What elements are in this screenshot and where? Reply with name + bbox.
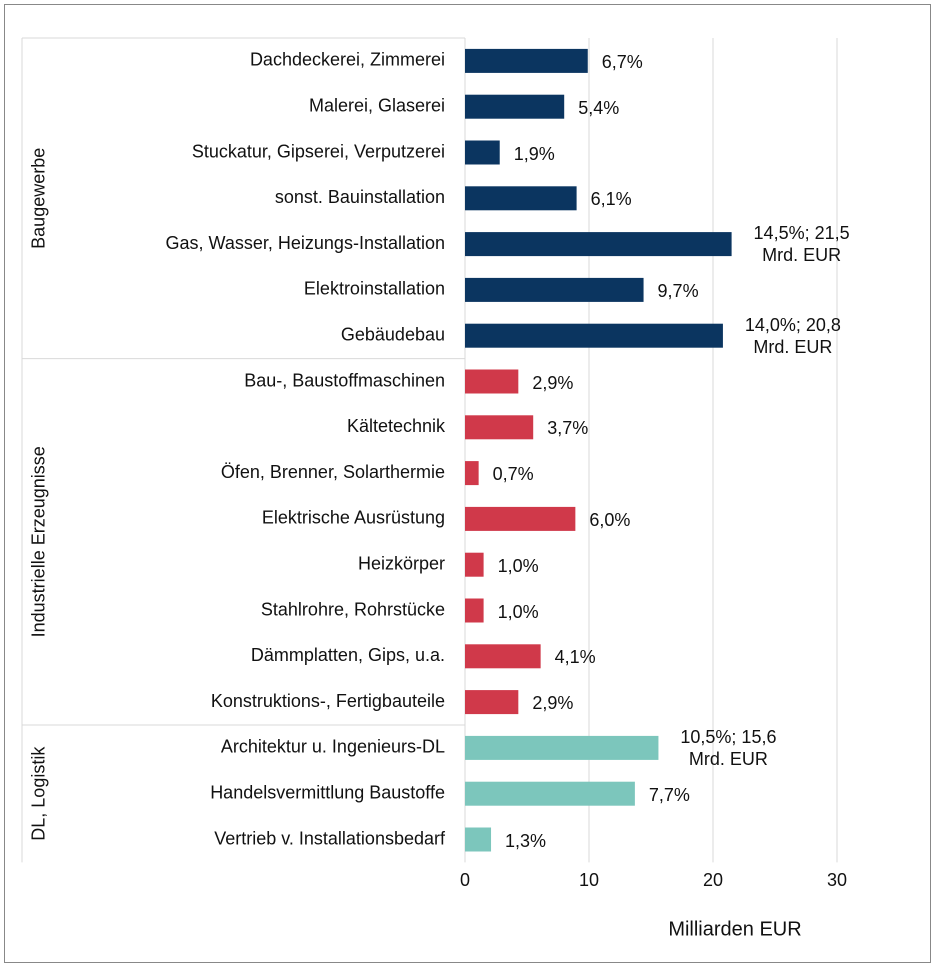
bar [465, 415, 534, 440]
bar [465, 277, 644, 302]
value-label: 4,1% [554, 647, 596, 668]
value-label: 2,9% [532, 693, 574, 714]
category-label: Kältetechnik [347, 416, 446, 436]
value-label: 6,0% [589, 509, 631, 530]
category-label: sonst. Bauinstallation [275, 187, 445, 207]
category-label: Gas, Wasser, Heizungs-Installation [166, 233, 445, 253]
value-label: 10,5%; 15,6 Mrd. EUR [680, 726, 777, 769]
bar [465, 552, 484, 577]
value-label: 14,0%; 20,8 Mrd. EUR [744, 314, 841, 357]
bar [465, 323, 723, 348]
category-label: Dämmplatten, Gips, u.a. [251, 645, 445, 665]
x-tick-label: 30 [827, 870, 847, 890]
value-label: 6,1% [590, 189, 632, 210]
bar [465, 48, 588, 73]
x-tick-label: 20 [703, 870, 723, 890]
value-label: 5,4% [578, 97, 620, 118]
category-label: Konstruktions-, Fertigbauteile [211, 691, 445, 711]
bar [465, 461, 479, 486]
value-label: 1,0% [497, 555, 539, 576]
bar [465, 94, 565, 119]
value-label: 0,7% [492, 464, 534, 485]
value-label: 1,9% [513, 143, 555, 164]
category-label: Elektrische Ausrüstung [262, 508, 445, 528]
value-label: 3,7% [547, 418, 589, 439]
bar [465, 644, 541, 669]
bar [465, 781, 635, 806]
bar [465, 598, 484, 623]
value-label: 6,7% [601, 51, 643, 72]
x-tick-label: 0 [460, 870, 470, 890]
bar [465, 232, 732, 257]
bar [465, 369, 519, 394]
value-label: 14,5%; 21,5 Mrd. EUR [753, 223, 850, 266]
bar [465, 827, 492, 852]
bar [465, 186, 577, 211]
category-label: Handelsvermittlung Baustoffe [210, 782, 445, 802]
category-label: Öfen, Brenner, Solarthermie [221, 462, 445, 482]
group-label: DL, Logistik [29, 746, 49, 841]
category-label: Elektroinstallation [304, 279, 445, 299]
value-label: 2,9% [532, 372, 574, 393]
value-label: 1,3% [505, 830, 547, 851]
category-label: Vertrieb v. Installationsbedarf [214, 828, 446, 848]
bar [465, 735, 659, 760]
value-label: 7,7% [648, 784, 690, 805]
x-tick-label: 10 [579, 870, 599, 890]
category-label: Architektur u. Ingenieurs-DL [221, 737, 445, 757]
bar [465, 690, 519, 715]
category-label: Bau-, Baustoffmaschinen [244, 370, 445, 390]
group-label: Baugewerbe [29, 148, 49, 249]
group-label: Industrielle Erzeugnisse [29, 446, 49, 637]
bar [465, 140, 500, 165]
category-label: Heizkörper [358, 553, 445, 573]
category-label: Dachdeckerei, Zimmerei [250, 50, 445, 70]
x-axis-title: Milliarden EUR [668, 918, 801, 940]
category-label: Malerei, Glaserei [309, 95, 445, 115]
category-label: Gebäudebau [341, 324, 445, 344]
category-label: Stahlrohre, Rohrstücke [261, 599, 445, 619]
bar [465, 506, 576, 531]
category-label: Stuckatur, Gipserei, Verputzerei [192, 141, 445, 161]
value-label: 1,0% [497, 601, 539, 622]
value-label: 9,7% [657, 280, 699, 301]
